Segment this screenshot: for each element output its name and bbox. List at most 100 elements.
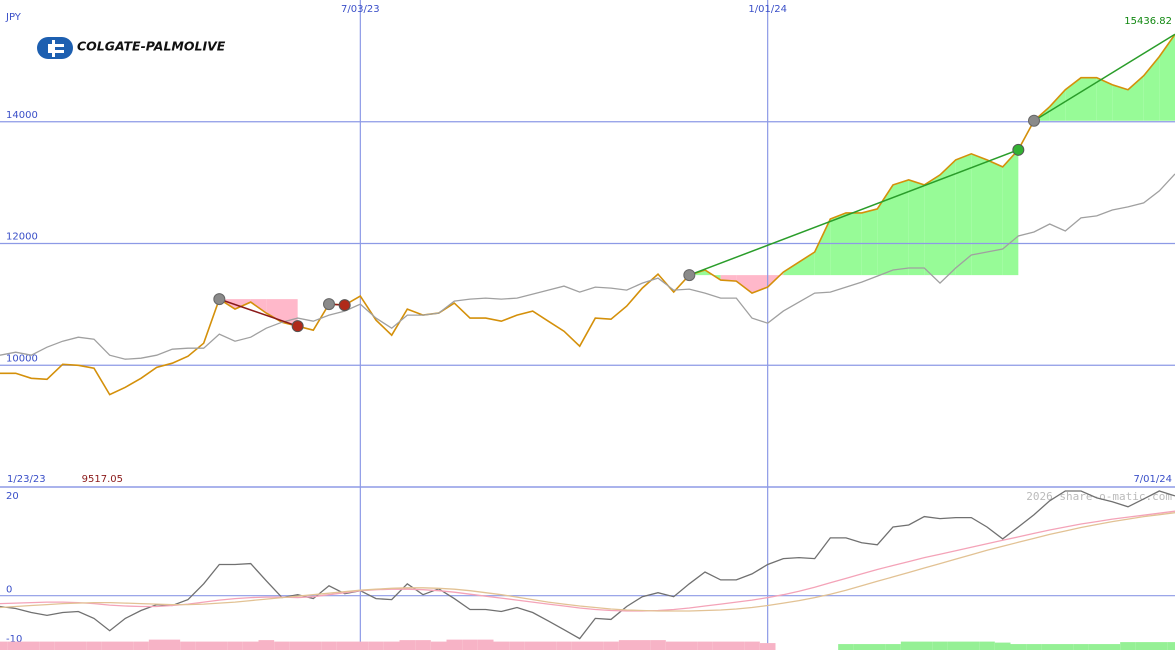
histogram-bar — [963, 641, 980, 650]
histogram-bar — [23, 641, 40, 650]
x-tick-label: 1/01/24 — [748, 4, 787, 15]
histogram-bar — [242, 641, 259, 650]
histogram-bar — [148, 639, 165, 650]
histogram-bar — [571, 641, 588, 650]
y-tick-label: -10 — [6, 634, 22, 645]
chart-title: COLGATE-PALMOLIVE — [77, 39, 226, 54]
x-tick-label: 7/01/24 — [1133, 474, 1172, 485]
histogram-bar — [1104, 644, 1121, 650]
histogram-bar — [133, 641, 149, 650]
trend-line — [1033, 33, 1175, 122]
series-line — [0, 512, 1175, 612]
trade-zone — [971, 153, 987, 276]
x-tick-label: 7/03/23 — [341, 4, 380, 15]
histogram-bar — [869, 644, 886, 650]
entry-marker — [683, 269, 696, 282]
histogram-bar — [415, 640, 431, 650]
histogram-bar — [838, 644, 854, 650]
histogram-bar — [383, 641, 400, 650]
trade-zone — [1002, 149, 1019, 276]
histogram-bar — [947, 641, 964, 650]
histogram-bar — [462, 639, 478, 650]
histogram-bar — [1088, 644, 1105, 650]
histogram-bar — [289, 641, 306, 650]
histogram-bar — [321, 641, 337, 650]
histogram-bar — [195, 641, 212, 650]
trade-zone — [814, 218, 831, 276]
trade-zone — [861, 208, 878, 276]
histogram-bar — [524, 641, 541, 650]
histogram-bar — [493, 641, 510, 650]
trade-zone — [987, 159, 1003, 276]
y-tick-label: 0 — [6, 585, 12, 596]
y-tick-label: 14000 — [6, 110, 38, 121]
max-label: 15436.82 — [1124, 16, 1172, 27]
histogram-bar — [117, 641, 134, 650]
histogram-bar — [932, 641, 948, 650]
histogram-bar — [54, 641, 71, 650]
watermark: 2026 share-o-matic.com — [1026, 490, 1172, 503]
histogram-bar — [1057, 644, 1074, 650]
histogram-bar — [556, 641, 572, 650]
histogram-bar — [618, 640, 635, 650]
histogram-bar — [211, 641, 228, 650]
trade-zone — [924, 174, 940, 276]
histogram-bar — [1120, 642, 1136, 650]
histogram-bar — [477, 639, 494, 650]
histogram-bar — [509, 641, 525, 650]
trade-zone — [752, 275, 768, 294]
trade-zone — [908, 179, 925, 276]
trend-line — [689, 149, 1019, 276]
histogram-bar — [759, 643, 776, 650]
histogram-bar — [979, 641, 995, 650]
histogram-bar — [744, 641, 760, 650]
trend-line — [219, 298, 298, 327]
histogram-bar — [650, 640, 666, 650]
histogram-bar — [587, 641, 604, 650]
trade-zone — [736, 275, 752, 294]
histogram-bar — [399, 640, 416, 650]
logo — [37, 37, 73, 59]
exit-marker — [1012, 143, 1025, 156]
histogram-bar — [164, 639, 181, 650]
histogram-bar — [1041, 644, 1058, 650]
trade-zone — [877, 184, 893, 276]
histogram-bar — [634, 640, 651, 650]
trade-zone — [955, 153, 972, 276]
trade-zone — [1065, 77, 1081, 121]
histogram-bar — [430, 641, 447, 650]
histogram-bar — [1135, 642, 1152, 650]
histogram-bar — [368, 641, 384, 650]
histogram-bar — [258, 640, 275, 650]
histogram-bar — [305, 641, 322, 650]
histogram-bar — [712, 641, 729, 650]
histogram-bar — [900, 641, 917, 650]
histogram-bar — [180, 641, 196, 650]
histogram-bar — [1151, 642, 1168, 650]
histogram-bar — [1167, 642, 1175, 650]
trade-zone — [1112, 84, 1128, 121]
trade-zone — [1049, 89, 1066, 121]
histogram-bar — [1010, 644, 1027, 650]
series-line — [0, 33, 1175, 396]
series-line — [0, 510, 1175, 612]
histogram-bar — [227, 641, 243, 650]
y-tick-label: 10000 — [6, 353, 38, 364]
y-tick-label: 20 — [6, 491, 19, 502]
entry-marker — [213, 293, 226, 306]
histogram-bar — [86, 641, 102, 650]
y-tick-label: 12000 — [6, 232, 38, 243]
y-axis-label: JPY — [5, 12, 22, 23]
histogram-bar — [916, 641, 933, 650]
trade-zone — [1096, 77, 1113, 121]
histogram-bar — [697, 641, 713, 650]
entry-marker — [323, 298, 335, 311]
trade-zone — [1081, 77, 1097, 121]
trade-zone — [1143, 56, 1160, 121]
histogram-bar — [994, 642, 1011, 650]
histogram-bar — [7, 641, 24, 650]
trade-zone — [940, 159, 956, 276]
series-line — [0, 490, 1175, 640]
